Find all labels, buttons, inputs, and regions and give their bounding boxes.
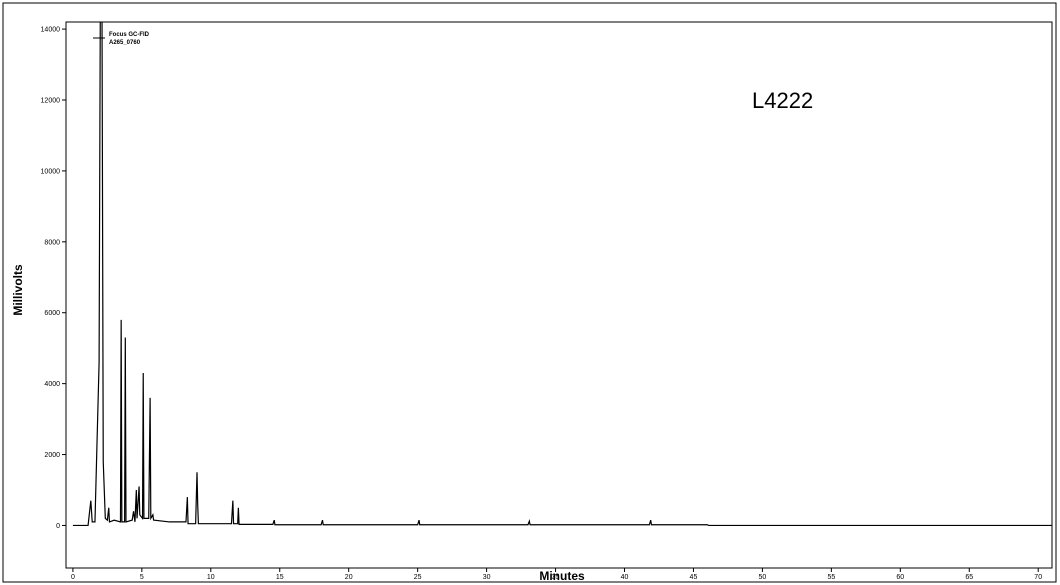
x-tick-label: 40 (621, 574, 629, 581)
x-tick-label: 70 (1034, 574, 1042, 581)
x-axis-label: Minutes (539, 569, 585, 583)
x-tick-label: 60 (896, 574, 904, 581)
x-tick-label: 50 (759, 574, 767, 581)
y-tick-label: 4000 (44, 381, 60, 388)
y-tick-label: 2000 (44, 452, 60, 459)
x-tick-label: 55 (827, 574, 835, 581)
trace (72, 22, 1052, 527)
x-tick-label: 5 (140, 574, 144, 581)
x-tick-label: 20 (345, 574, 353, 581)
x-tick-label: 65 (965, 574, 973, 581)
legend-label: Focus GC-FID (109, 32, 150, 38)
y-tick-label: 0 (56, 523, 60, 530)
annotation: L4222 (752, 88, 813, 113)
x-tick-label: 0 (71, 574, 75, 581)
plot-frame (65, 21, 1053, 569)
x-tick-label: 45 (690, 574, 698, 581)
x-tick-label: 25 (414, 574, 422, 581)
y-tick-label: 6000 (44, 310, 60, 317)
x-tick-label: 30 (483, 574, 491, 581)
x-tick-label: 15 (276, 574, 284, 581)
legend-sublabel: A265_0760 (109, 40, 141, 46)
y-tick-label: 12000 (41, 98, 61, 105)
x-tick-label: 35 (552, 574, 560, 581)
y-axis-label: Millivolts (11, 264, 25, 316)
y-tick-label: 8000 (44, 239, 60, 246)
y-tick-label: 10000 (41, 168, 61, 175)
y-tick-label: 14000 (41, 27, 61, 34)
x-tick-label: 10 (207, 574, 215, 581)
